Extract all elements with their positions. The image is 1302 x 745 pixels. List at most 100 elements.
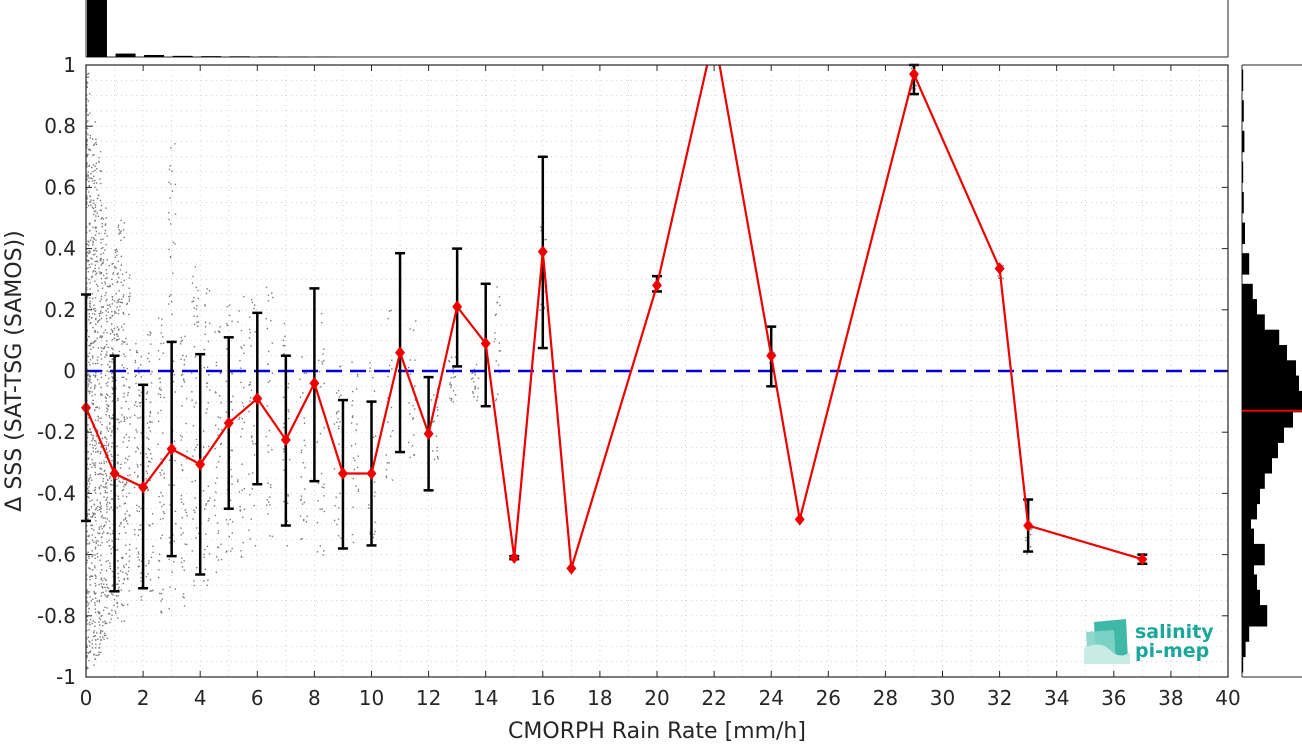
series-marker [166, 442, 177, 456]
scatter-point [207, 340, 210, 343]
scatter-point [88, 374, 90, 376]
scatter-point [108, 590, 110, 593]
scatter-point [145, 398, 148, 400]
scatter-point [96, 509, 99, 512]
scatter-point [98, 312, 101, 315]
scatter-point [110, 548, 112, 550]
scatter-point [95, 255, 98, 258]
scatter-point [92, 620, 94, 622]
scatter-point [238, 310, 240, 312]
scatter-point [105, 207, 107, 209]
scatter-point [163, 503, 165, 506]
scatter-point [116, 478, 118, 481]
scatter-point [93, 250, 95, 252]
scatter-point [207, 485, 210, 487]
scatter-point [198, 532, 200, 535]
scatter-point [92, 242, 94, 244]
scatter-point [108, 265, 110, 267]
scatter-point [248, 337, 251, 339]
scatter-point [90, 257, 92, 259]
y-tick-label: -1 [56, 665, 76, 689]
scatter-point [122, 441, 124, 443]
scatter-point [147, 465, 149, 467]
scatter-point [323, 359, 325, 362]
scatter-point [539, 309, 541, 311]
scatter-point [109, 285, 111, 288]
scatter-point [87, 468, 90, 470]
scatter-point [122, 571, 124, 573]
series-marker [908, 67, 919, 81]
scatter-point [86, 277, 88, 279]
scatter-point [94, 489, 96, 491]
scatter-point [101, 636, 104, 638]
scatter-point [146, 456, 148, 459]
scatter-point [116, 583, 118, 586]
scatter-point [494, 399, 497, 402]
scatter-point [267, 300, 270, 302]
scatter-point [206, 584, 208, 587]
scatter-point [88, 191, 90, 193]
scatter-point [88, 177, 90, 179]
scatter-point [103, 526, 105, 528]
scatter-point [436, 406, 438, 408]
scatter-point [138, 559, 141, 561]
scatter-point [88, 312, 90, 315]
scatter-point [103, 462, 106, 465]
scatter-point [118, 290, 120, 292]
scatter-point [87, 518, 89, 520]
scatter-point [95, 442, 97, 445]
scatter-point [106, 354, 108, 356]
scatter-point [369, 362, 371, 364]
scatter-point [159, 377, 161, 379]
scatter-point [86, 98, 88, 100]
scatter-point [145, 564, 147, 567]
scatter-point [100, 505, 102, 507]
scatter-point [98, 612, 101, 615]
scatter-point [243, 296, 245, 298]
scatter-point [93, 591, 95, 593]
scatter-point [90, 382, 92, 384]
scatter-point [122, 296, 125, 298]
scatter-point [119, 231, 121, 233]
scatter-point [111, 283, 114, 285]
x-tick-label: 24 [758, 686, 783, 710]
x-tick-label: 14 [473, 686, 498, 710]
scatter-point [110, 445, 113, 448]
scatter-point [88, 185, 90, 188]
scatter-point [98, 486, 101, 488]
scatter-point [87, 120, 89, 122]
scatter-point [216, 556, 218, 558]
scatter-point [169, 197, 171, 199]
scatter-point [100, 358, 103, 360]
scatter-point [118, 525, 121, 527]
scatter-point [106, 511, 108, 513]
scatter-point [123, 502, 126, 505]
scatter-point [125, 483, 127, 485]
scatter-point [87, 551, 89, 554]
scatter-point [105, 569, 108, 572]
scatter-point [89, 651, 91, 654]
scatter-point [241, 402, 244, 404]
scatter-point [100, 468, 103, 471]
scatter-point [87, 513, 89, 515]
scatter-point [89, 650, 92, 652]
scatter-point [100, 564, 102, 566]
scatter-point [214, 391, 217, 393]
scatter-point [123, 385, 125, 387]
scatter-point [100, 335, 102, 337]
scatter-point [175, 522, 177, 525]
scatter-point [102, 347, 104, 350]
scatter-point [181, 566, 184, 568]
y-axis-label: Δ SSS (SAT-TSG (SAMOS)) [2, 230, 27, 511]
scatter-point [105, 243, 107, 246]
scatter-point [100, 473, 103, 475]
scatter-point [93, 529, 95, 531]
x-tick-label: 22 [701, 686, 726, 710]
scatter-point [174, 510, 177, 513]
scatter-point [94, 253, 96, 255]
series-marker [280, 433, 291, 447]
scatter-point [95, 451, 97, 453]
scatter-point [96, 552, 99, 555]
scatter-point [471, 372, 473, 375]
y-tick-label: 0.8 [44, 114, 76, 138]
